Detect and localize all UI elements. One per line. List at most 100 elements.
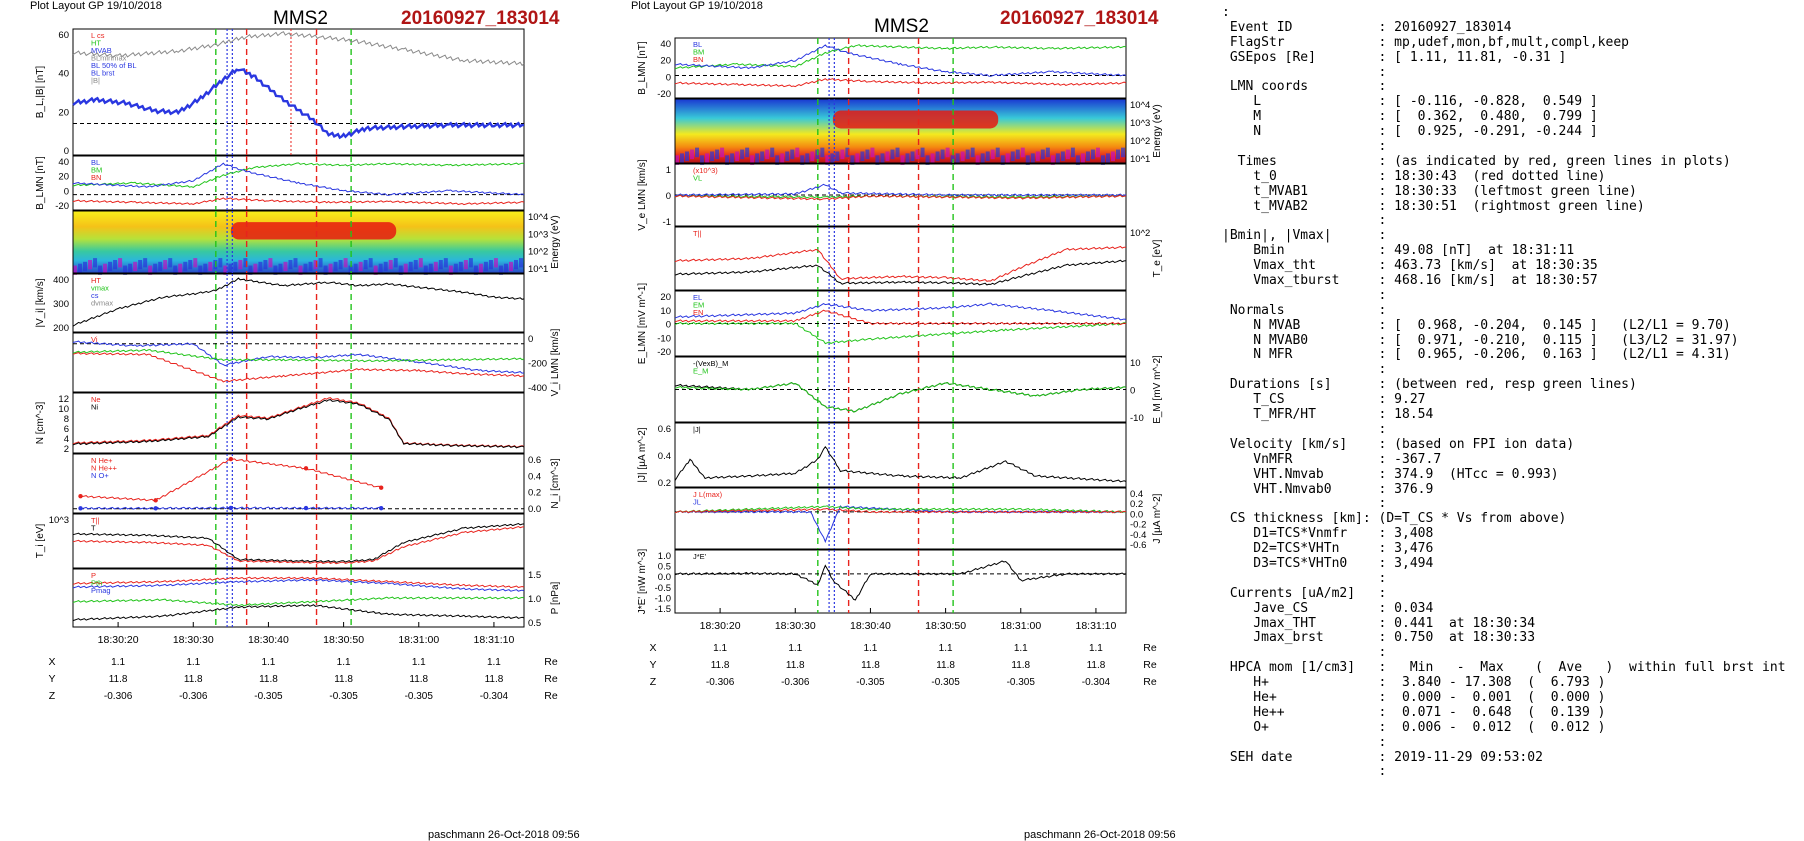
- legend-entry: cs: [91, 291, 99, 300]
- x-tick-label: 18:30:20: [700, 620, 741, 632]
- spectrogram-noise: [348, 265, 353, 275]
- spectrogram-noise: [970, 147, 975, 158]
- y-axis-label: N [cm^-3]: [35, 402, 46, 445]
- y-axis-label: N_i [cm^-3]: [550, 458, 561, 508]
- right-layout-label: Plot Layout GP 19/10/2018: [631, 0, 763, 12]
- legend-entry: (x10^3): [693, 166, 718, 175]
- spectrogram-noise: [173, 265, 178, 275]
- position-value: -0.305: [1007, 677, 1036, 688]
- spectrogram-noise: [915, 149, 920, 160]
- y-axis-label: Energy (eV): [1152, 104, 1163, 157]
- y-axis-label: J [µA m^-2]: [1152, 493, 1163, 543]
- panel-frame: [72, 453, 525, 514]
- series-t-: [72, 525, 525, 565]
- spectrogram-noise: [895, 147, 900, 158]
- y-tick-label: 10: [1130, 358, 1141, 369]
- y-tick-label: 0: [666, 320, 671, 331]
- spectrogram-noise: [243, 258, 248, 268]
- spectrogram-noise: [238, 259, 243, 270]
- x-tick-label: 18:30:30: [173, 634, 214, 646]
- info-line: Jmax_brst : 0.750 at 18:30:33: [1222, 630, 1536, 646]
- position-row-label: X: [48, 656, 55, 668]
- series--b-: [72, 31, 525, 67]
- series-el: [674, 302, 1127, 321]
- legend-entry: BN: [693, 55, 703, 64]
- y-tick-label: 0: [64, 146, 69, 157]
- position-unit: Re: [544, 690, 558, 702]
- y-tick-label: 0.6: [528, 455, 541, 466]
- spectrogram-noise: [313, 259, 318, 270]
- series-ne: [72, 397, 525, 448]
- spectrogram-noise: [1000, 155, 1005, 165]
- spectrogram-noise: [323, 265, 328, 275]
- y-tick-label: -0.4: [1130, 530, 1146, 541]
- data-point: [153, 498, 158, 503]
- spectrogram-noise: [730, 153, 735, 163]
- spectrogram-noise: [88, 259, 93, 270]
- info-line: N MVAB : [ 0.968, -0.204, 0.145 ] (L2/L1…: [1222, 317, 1731, 333]
- spectrogram-noise: [785, 151, 790, 162]
- series-p: [72, 576, 525, 589]
- spectrogram-noise: [1050, 155, 1055, 165]
- spectrogram-noise: [1120, 147, 1125, 158]
- y-tick-label: 40: [58, 69, 69, 80]
- y-tick-label: 8: [64, 414, 69, 425]
- spectrogram-noise: [78, 263, 83, 273]
- spectrogram-noise: [133, 261, 138, 272]
- y-tick-label: 1.0: [658, 551, 671, 562]
- spectrogram-noise: [750, 155, 755, 165]
- position-value: 11.8: [936, 660, 955, 671]
- series-em: [674, 321, 1127, 345]
- info-line: N : [ 0.925, -0.291, -0.244 ]: [1222, 124, 1598, 140]
- info-line: D2=TCS*VHTn : 3,476: [1222, 541, 1434, 557]
- y-axis-label: |V_i| [km/s]: [35, 278, 46, 327]
- y-axis-label: B_L,|B| [nT]: [35, 66, 46, 119]
- legend-entry: T||: [91, 516, 100, 525]
- y-tick-label: 0.0: [658, 572, 671, 583]
- info-line: :: [1222, 287, 1387, 303]
- spectrogram-noise: [123, 265, 128, 275]
- position-value: 11.8: [1087, 660, 1106, 671]
- spectrogram-noise: [138, 259, 143, 270]
- series-jm: [674, 505, 1127, 514]
- spectrogram-noise: [1010, 151, 1015, 162]
- spectrogram-noise: [1035, 151, 1040, 162]
- spectrogram-noise: [183, 261, 188, 272]
- position-row-label: Y: [48, 673, 55, 685]
- panel-frame: [72, 273, 525, 333]
- position-value: 1.1: [261, 657, 275, 668]
- data-point: [303, 466, 309, 471]
- position-value: -0.306: [781, 677, 810, 688]
- legend-entry: |J|: [693, 425, 701, 434]
- spectrogram-noise: [835, 151, 840, 162]
- info-line: :: [1222, 139, 1387, 155]
- spectrogram-noise: [975, 155, 980, 165]
- info-line: Jmax_THT : 0.441 at 18:30:34: [1222, 615, 1536, 631]
- spectrogram-noise: [163, 259, 168, 270]
- position-value: 11.8: [334, 674, 353, 685]
- y-tick-label: 1: [666, 165, 671, 176]
- right-satellite-title: MMS2: [874, 16, 929, 37]
- position-value: 1.1: [412, 657, 426, 668]
- info-line: He+ : 0.000 - 0.001 ( 0.000 ): [1222, 689, 1606, 705]
- position-value: 1.1: [713, 643, 727, 654]
- position-value: -0.304: [1082, 677, 1111, 688]
- spectrogram-hot-band: [230, 222, 397, 240]
- spectrogram-noise: [198, 265, 203, 275]
- legend-entry: P: [91, 571, 96, 580]
- spectrogram-noise: [83, 261, 88, 272]
- y-tick-label: 0.2: [1130, 499, 1143, 510]
- left-event-title: 20160927_183014: [401, 8, 560, 29]
- spectrogram-noise: [830, 153, 835, 163]
- y-tick-label: 6: [64, 424, 69, 435]
- position-row-label: Z: [650, 676, 657, 688]
- position-value: -0.305: [856, 677, 885, 688]
- spectrogram-noise: [73, 265, 77, 275]
- info-line: CS thickness [km]: (D=T_CS * Vs from abo…: [1222, 511, 1567, 527]
- spectrogram-noise: [188, 259, 193, 270]
- panel-frame: [72, 513, 525, 569]
- spectrogram-noise: [850, 155, 855, 165]
